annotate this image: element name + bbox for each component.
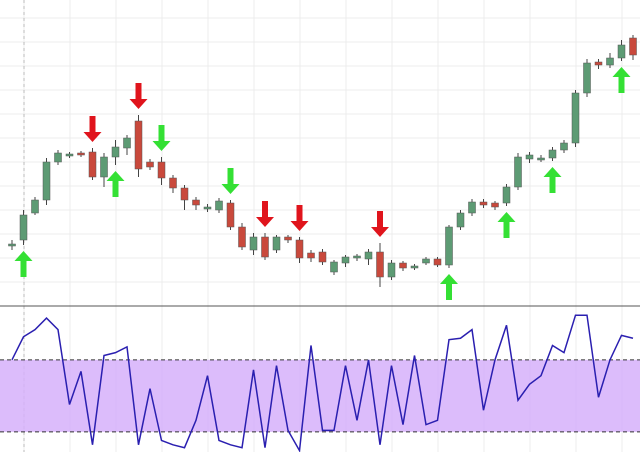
candle-body bbox=[629, 37, 637, 56]
candle-body bbox=[261, 236, 269, 258]
signal-arrow bbox=[543, 167, 562, 193]
candle-body bbox=[479, 201, 488, 206]
candle-body bbox=[111, 146, 120, 158]
candle-body bbox=[180, 187, 189, 201]
candle-body bbox=[364, 251, 373, 260]
candle-body bbox=[203, 206, 212, 210]
candle-body bbox=[100, 156, 108, 178]
candle-body bbox=[399, 262, 407, 269]
candle-body bbox=[583, 62, 591, 94]
signal-arrow bbox=[256, 201, 274, 227]
candle-body bbox=[54, 152, 62, 163]
candle-body bbox=[606, 57, 614, 66]
signal-arrow bbox=[221, 168, 240, 194]
signal-arrow bbox=[106, 171, 125, 197]
candle-body bbox=[192, 199, 200, 206]
candle-body bbox=[548, 149, 557, 159]
candle-body bbox=[31, 199, 39, 214]
candle-body bbox=[422, 258, 430, 264]
candle-body bbox=[353, 255, 361, 259]
signal-arrow bbox=[371, 211, 389, 237]
candle-body bbox=[445, 226, 453, 266]
signal-arrow bbox=[129, 83, 148, 109]
candle-body bbox=[318, 251, 327, 263]
candle-body bbox=[410, 265, 419, 269]
candle-body bbox=[514, 156, 522, 188]
signal-arrow bbox=[440, 274, 458, 300]
candle-body bbox=[8, 243, 16, 247]
candle-body bbox=[525, 154, 534, 160]
candle-body bbox=[617, 44, 626, 59]
candle-body bbox=[594, 61, 603, 66]
candle-body bbox=[123, 137, 131, 149]
candle-body bbox=[169, 177, 177, 189]
candle-body bbox=[456, 212, 465, 228]
signal-arrow bbox=[83, 116, 102, 142]
candle-body bbox=[249, 236, 258, 251]
candle-body bbox=[433, 258, 442, 266]
candle-body bbox=[134, 120, 143, 170]
signal-arrow bbox=[290, 205, 309, 231]
candle-body bbox=[537, 157, 545, 161]
signal-arrow bbox=[612, 67, 631, 93]
candle-body bbox=[272, 236, 281, 251]
candle-body bbox=[77, 152, 85, 156]
oscillator-line bbox=[11, 314, 634, 452]
band bbox=[0, 359, 640, 432]
candle-body bbox=[560, 142, 568, 151]
candle-body bbox=[491, 202, 499, 208]
signal-arrow bbox=[497, 212, 516, 238]
candle-body bbox=[307, 252, 315, 259]
candle-body bbox=[502, 186, 511, 204]
candle-body bbox=[238, 226, 246, 248]
candle-body bbox=[226, 202, 235, 228]
candle-body bbox=[295, 239, 304, 259]
candle-body bbox=[42, 161, 51, 201]
candle-body bbox=[146, 161, 154, 168]
signal-arrow bbox=[14, 251, 33, 277]
candle-body bbox=[19, 214, 28, 241]
candle-body bbox=[215, 200, 223, 211]
candle-body bbox=[341, 256, 350, 264]
candle-body bbox=[571, 92, 580, 144]
candle-body bbox=[284, 236, 292, 241]
candle-body bbox=[376, 251, 384, 278]
candle-body bbox=[330, 261, 338, 273]
candle-body bbox=[468, 201, 476, 214]
candle-body bbox=[88, 151, 97, 178]
candle-body bbox=[157, 161, 166, 179]
candle-body bbox=[387, 262, 396, 278]
signal-arrow bbox=[152, 125, 171, 151]
candle-body bbox=[65, 153, 74, 157]
